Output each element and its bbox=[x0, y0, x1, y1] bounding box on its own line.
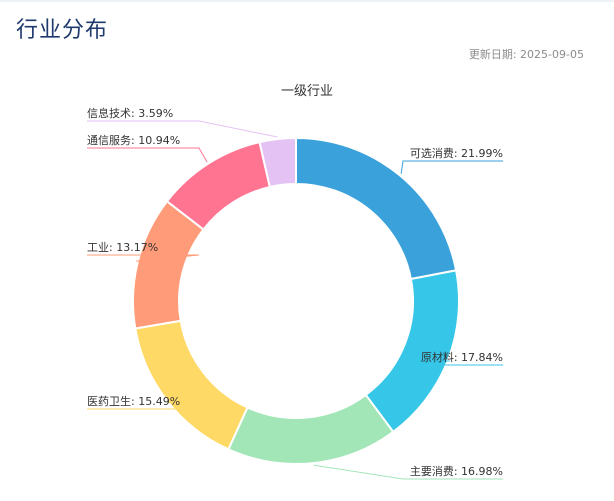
top-divider bbox=[0, 0, 614, 2]
slice-label-7: 信息技术: 3.59% bbox=[87, 106, 173, 120]
donut-slice-4[interactable] bbox=[134, 319, 249, 451]
leader-line-3 bbox=[313, 464, 503, 480]
donut-slice-3[interactable] bbox=[227, 393, 395, 465]
page-title: 行业分布 bbox=[16, 18, 109, 43]
leader-line-7 bbox=[87, 120, 278, 138]
chart-title: 一级行业 bbox=[280, 84, 333, 99]
slice-label-6: 通信服务: 10.94% bbox=[87, 134, 180, 147]
leader-line-6 bbox=[87, 147, 208, 163]
leader-line-2 bbox=[402, 360, 503, 366]
leader-line-5 bbox=[87, 254, 200, 262]
slice-label-3: 主要消费: 16.98% bbox=[410, 464, 503, 478]
slice-label-1: 可选消费: 21.99% bbox=[410, 146, 503, 160]
slice-label-4: 医药卫生: 15.49% bbox=[87, 394, 180, 408]
leader-line-1 bbox=[400, 160, 503, 174]
slice-label-5: 工业: 13.17% bbox=[87, 241, 158, 254]
update-date: 更新日期: 2025-09-05 bbox=[468, 48, 584, 61]
donut-slice-7[interactable] bbox=[258, 136, 297, 189]
leader-line-4 bbox=[87, 401, 200, 410]
slice-label-2: 原材料: 17.84% bbox=[421, 350, 503, 364]
